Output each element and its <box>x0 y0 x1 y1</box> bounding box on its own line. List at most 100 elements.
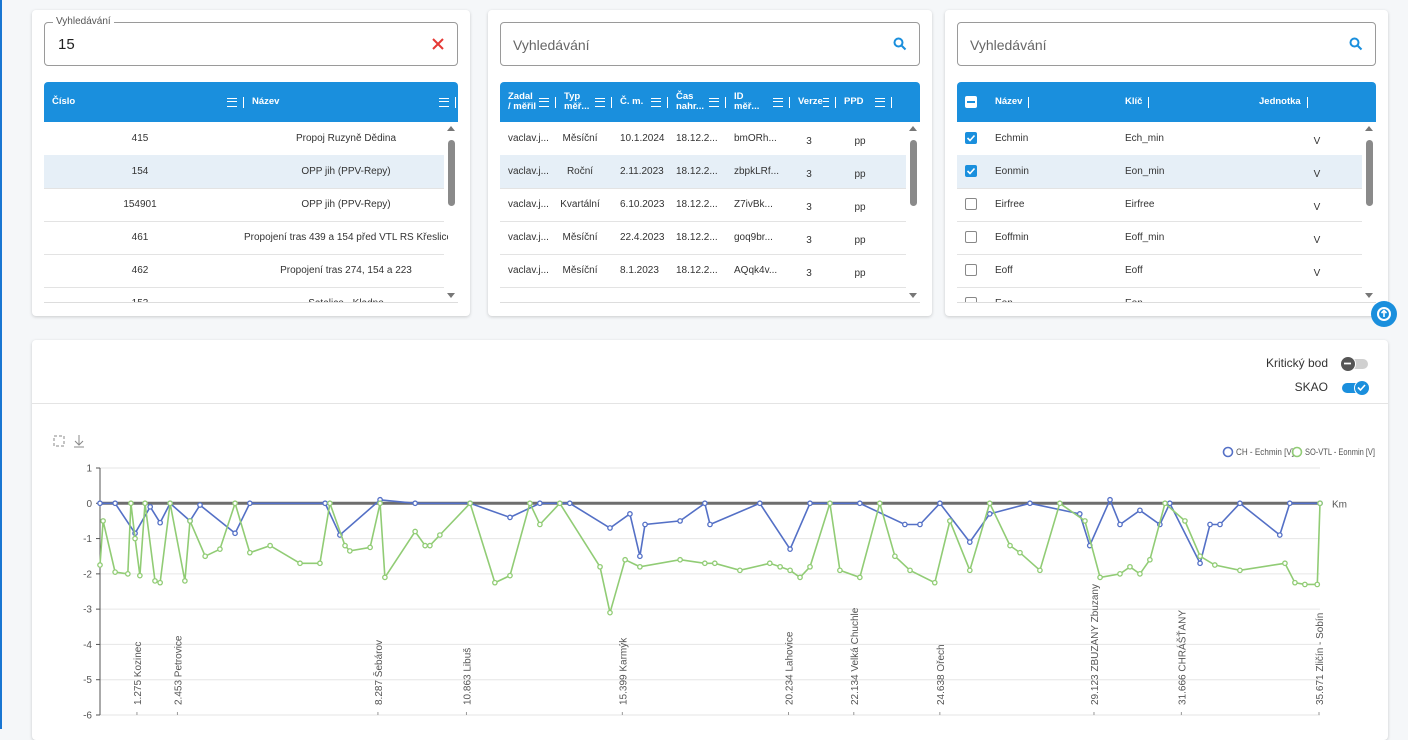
scroll-down <box>447 293 455 298</box>
chart-panel: Kritický bod SKAO <box>32 340 1388 740</box>
toggle-switch[interactable] <box>1342 380 1370 396</box>
column-title: Verze <box>798 96 823 107</box>
table-cell: Z7ivBk... <box>734 199 773 210</box>
column-separator <box>555 96 556 108</box>
scroll-up <box>447 126 455 131</box>
column-menu-icon <box>227 97 237 107</box>
search-placeholder: Vyhledávání <box>970 37 1047 53</box>
table-header: Název Klíč Jednotka <box>957 82 1376 122</box>
select-all-checkbox[interactable] <box>965 96 977 108</box>
column-title: PPD <box>844 96 864 107</box>
column-menu-icon <box>651 97 661 107</box>
table-cell: Propojení tras 439 a 154 před VTL RS Kře… <box>244 232 448 243</box>
table-cell: V <box>1313 235 1321 246</box>
toggle-label: SKAO <box>1294 380 1328 394</box>
table-cell: 154901 <box>123 199 157 210</box>
column-separator <box>1028 96 1030 108</box>
table-cell: Echmin <box>995 133 1029 144</box>
table-cell: 18.12.2... <box>676 232 718 243</box>
column-separator <box>667 96 668 108</box>
search-field[interactable]: Vyhledávání <box>500 22 920 66</box>
table-row[interactable]: Eoff Eoff V <box>957 254 1362 288</box>
scrollbar-thumb <box>910 140 917 206</box>
toggle-switch[interactable] <box>1340 356 1368 372</box>
column-menu-icon <box>773 97 783 107</box>
column-title: Typ měř... <box>564 91 590 112</box>
search-field[interactable]: Vyhledávání <box>957 22 1376 66</box>
table-row[interactable]: 153Satalice - Kladno <box>44 287 444 302</box>
table-cell: V <box>1313 169 1321 180</box>
column-title: ID měř... <box>734 91 760 112</box>
table-row[interactable]: vaclav.j... Měsíční 8.1.2023 18.12.2... AQqk… <box>500 254 906 288</box>
table-row[interactable]: EonEonV <box>957 287 1362 302</box>
column-menu-icon <box>875 97 885 107</box>
table-cell: Eoffmin <box>995 232 1029 243</box>
column-separator <box>611 96 612 108</box>
table-cell: 2.11.2023 <box>620 166 664 177</box>
scrollbar-thumb <box>1366 140 1373 206</box>
table-cell: Eon_min <box>1125 166 1165 177</box>
divider <box>32 403 1388 404</box>
table-cell: vaclav.j... <box>508 199 549 210</box>
table-row[interactable]: vaclav.j... Měsíční 22.4.2023 18.12.2... goq… <box>500 221 906 255</box>
search-label: Vyhledávání <box>53 16 114 27</box>
table-row[interactable]: Echmin Ech_min V <box>957 122 1362 156</box>
table-cell: Eirfree <box>995 199 1025 210</box>
table-cell: 10.1.2024 <box>620 133 665 144</box>
column-menu-icon <box>822 97 830 107</box>
column-header: Název <box>244 82 456 122</box>
scroll-down <box>1365 293 1373 298</box>
column-header: Klíč <box>1117 82 1251 122</box>
search-icon[interactable] <box>1349 37 1363 51</box>
table-cell: pp <box>854 235 866 246</box>
check-mark <box>966 167 976 175</box>
row-checkbox[interactable] <box>965 264 977 276</box>
table-cell: goq9br... <box>734 232 773 243</box>
table-cell: 3 <box>806 235 812 246</box>
table-cell: V <box>1313 268 1321 279</box>
table-cell: 8.1.2023 <box>620 265 659 276</box>
table-row[interactable]: vaclav.j... Měsíční 10.1.2024 18.12.2... bmO… <box>500 122 906 156</box>
column-menu-icon <box>595 97 605 107</box>
table-row[interactable]: 415 Propoj Ruzyně Dědina <box>44 122 444 156</box>
table-row[interactable]: vaclav.j... Roční 2.11.2023 18.12.2... zbpkL… <box>500 155 906 189</box>
table-row[interactable]: 154901 OPP jih (PPV-Řepy) <box>44 188 444 222</box>
table-cell: Měsíční <box>562 265 598 276</box>
table-cell: Propoj Ruzyně Dědina <box>295 133 397 144</box>
table-row[interactable]: Eirfree Eirfree V <box>957 188 1362 222</box>
column-separator <box>1306 96 1308 108</box>
search-icon[interactable] <box>893 37 907 51</box>
clear-icon[interactable] <box>431 37 445 51</box>
column-title: Čas nahr... <box>676 91 704 112</box>
column-title: Č. m. <box>620 96 644 107</box>
column-header: Jednotka <box>1251 82 1388 122</box>
table-cell: Eoff <box>1125 265 1143 276</box>
table-row[interactable]: vaclav.j... Kvartální 6.10.2023 18.12.2... Z… <box>500 188 906 222</box>
row-checkbox[interactable] <box>965 231 977 243</box>
table-row[interactable]: 462 Propojení tras 274, 154 a 223 <box>44 254 444 288</box>
table-row[interactable]: Eoffmin Eoff_min V <box>957 221 1362 255</box>
fab-button[interactable] <box>1369 299 1399 329</box>
search-field[interactable]: Vyhledávání 15 <box>44 16 458 66</box>
table-cell: Eoff_min <box>1125 232 1165 243</box>
table-cell: Propojení tras 274, 154 a 223 <box>280 265 412 276</box>
table-cell: Eoff <box>995 265 1013 276</box>
table-row[interactable]: 154 OPP jih (PPV-Řepy) <box>44 155 444 189</box>
measurement-panel: Vyhledávání Zadal / měřil Typ měř... Č. m.… <box>488 10 932 316</box>
table-cell: 461 <box>131 232 149 243</box>
table-row[interactable]: Eonmin Eon_min V <box>957 155 1362 189</box>
column-separator <box>243 96 244 108</box>
table-cell: 18.12.2... <box>676 199 718 210</box>
toggle-icon <box>1344 362 1351 365</box>
table-row[interactable]: 461 Propojení tras 439 a 154 před VTL RS … <box>44 221 448 255</box>
row-checkbox[interactable] <box>965 297 977 302</box>
table-cell: OPP jih (PPV-Řepy) <box>301 199 391 210</box>
toggle-icon <box>1357 384 1366 392</box>
check-mark <box>966 134 976 142</box>
table-cell: OPP jih (PPV-Řepy) <box>301 166 391 177</box>
row-checkbox[interactable] <box>965 198 977 210</box>
column-separator <box>455 96 456 108</box>
row-checkbox[interactable] <box>965 132 977 144</box>
column-header: Verze <box>790 82 836 122</box>
row-checkbox[interactable] <box>965 165 977 177</box>
